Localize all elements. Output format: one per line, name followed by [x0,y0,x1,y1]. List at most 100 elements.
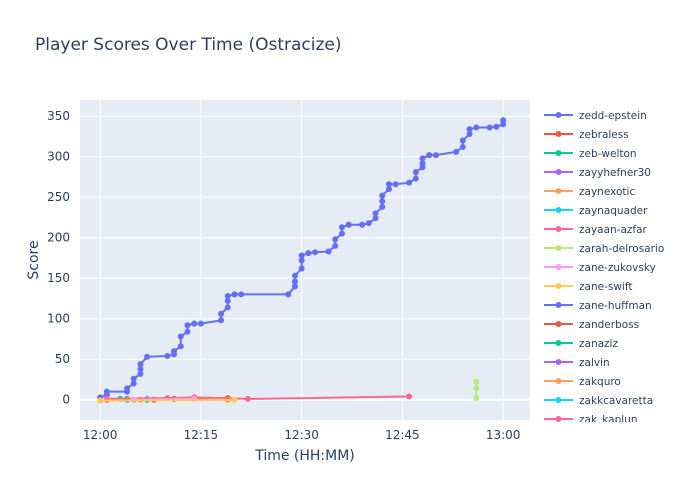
y-tick-label: 250 [47,190,70,204]
y-tick-label: 350 [47,109,70,123]
data-point [459,137,466,144]
legend-label: zayyhefner30 [579,167,651,179]
data-point [218,317,225,324]
legend-item[interactable]: zakquro [544,376,621,388]
data-point [372,210,379,217]
legend-label: zane-huffman [579,300,652,312]
data-point [97,397,104,404]
data-point [473,395,480,402]
data-point [459,143,466,150]
legend-swatch-marker [555,169,562,175]
data-point [493,123,500,130]
legend-swatch-marker [555,112,562,118]
series-zane-swift [97,396,238,404]
legend-item[interactable]: zane-zukovsky [544,262,656,274]
legend-label: zayaan-azfar [579,224,648,236]
legend-label: zeb-welton [579,148,637,160]
legend-label: zakquro [579,376,621,388]
data-point [224,297,231,304]
y-axis-title: Score [26,240,42,279]
legend-item[interactable]: zaynaquader [544,205,648,217]
data-point [224,293,231,300]
data-point [412,169,419,176]
legend-item[interactable]: zakkcavaretta [544,395,653,407]
data-point [473,124,480,131]
data-point [298,257,305,264]
data-point [177,333,184,340]
legend-swatch-marker [555,131,562,137]
legend-label: zalvin [579,357,610,369]
data-point [453,148,460,155]
data-point [130,375,137,382]
data-point [103,388,110,395]
data-point [218,310,225,317]
x-tick-label: 12:45 [385,428,420,442]
data-point [385,186,392,193]
data-point [137,365,144,372]
data-point [184,322,191,329]
data-point [124,385,131,392]
data-point [291,283,298,290]
data-point [466,126,473,133]
data-point [406,179,413,186]
data-point [486,124,493,131]
legend-swatch-marker [555,188,562,194]
legend-swatch-marker [555,359,562,365]
legend-item[interactable]: zarah-delrosario [544,243,664,255]
legend-item[interactable]: zanderboss [544,319,639,331]
data-point [338,224,345,231]
data-point [385,181,392,188]
legend-label: zak_kaplun [579,414,638,426]
legend-item[interactable]: zalvin [544,357,610,369]
legend-item[interactable]: zayaan-azfar [544,224,648,236]
data-point [137,370,144,377]
data-point [325,248,332,255]
x-axis-ticks: 12:00 12:15 12:30 12:45 13:00 [83,428,521,442]
legend-label: zaynaquader [579,205,648,217]
data-point [305,250,312,257]
data-point [379,192,386,199]
legend-item[interactable]: zanaziz [544,338,618,350]
legend-item[interactable]: zedd-epstein [544,110,647,122]
legend-label: zakkcavaretta [579,395,653,407]
legend-swatch-marker [555,321,562,327]
legend-item[interactable]: zaynexotic [544,186,635,198]
legend-swatch-marker [555,302,562,308]
legend-swatch-marker [555,207,562,213]
x-axis-title: Time (HH:MM) [254,448,355,464]
series-layer [97,117,507,404]
data-point [500,117,507,124]
data-point [332,242,339,249]
x-tick-label: 12:30 [284,428,319,442]
data-point [473,385,480,392]
legend-item[interactable]: zeb-welton [544,148,637,160]
y-tick-label: 50 [55,352,70,366]
data-point [298,265,305,272]
x-tick-label: 13:00 [486,428,521,442]
legend-item[interactable]: zak_kaplun [544,414,638,426]
legend-item[interactable]: zayyhefner30 [544,167,651,179]
legend-swatch-marker [555,283,562,289]
legend-swatch-marker [555,340,562,346]
legend-item[interactable]: zebraless [544,129,629,141]
data-point [231,291,238,298]
y-tick-label: 100 [47,312,70,326]
data-point [291,272,298,279]
data-point [426,152,433,159]
data-point [144,353,151,360]
legend-label: zane-swift [579,281,632,293]
legend-swatch-marker [555,416,562,422]
legend-item[interactable]: zane-huffman [544,300,652,312]
legend-item[interactable]: zane-swift [544,281,632,293]
data-point [379,198,386,205]
legend-label: zane-zukovsky [579,262,656,274]
legend-swatch-marker [555,226,562,232]
data-point [419,160,426,167]
legend-label: zaynexotic [579,186,635,198]
data-point [412,175,419,182]
data-point [345,221,352,228]
legend[interactable]: zedd-epstein zebraless zeb-welton zayyhefne… [544,110,664,426]
data-point [231,396,238,403]
data-point [197,320,204,327]
